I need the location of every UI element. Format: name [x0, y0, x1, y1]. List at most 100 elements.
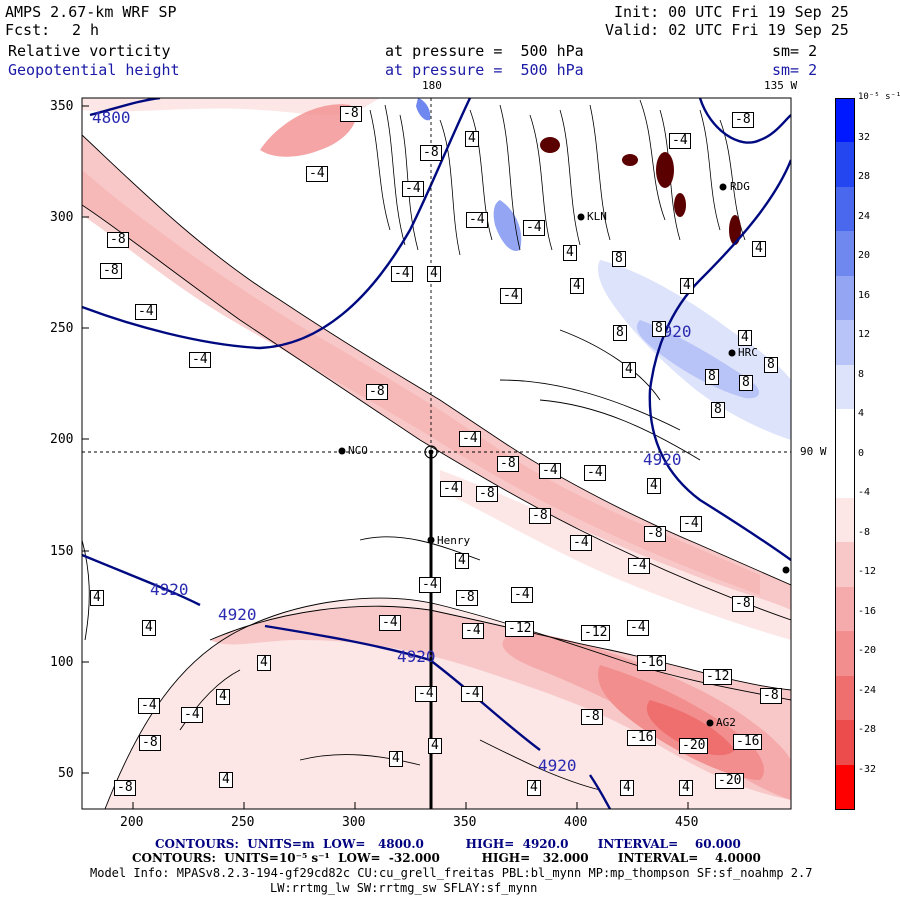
- y-tick-50: 50: [58, 766, 74, 781]
- y-tick-100: 100: [50, 655, 74, 670]
- field1-name: Relative vorticity: [8, 42, 171, 60]
- vort-label: 8: [652, 321, 666, 337]
- vort-label: -4: [459, 431, 481, 447]
- vort-label: 4: [647, 478, 661, 494]
- forecast-value: 2 h: [72, 21, 100, 39]
- colorbar-label: 8: [858, 368, 865, 380]
- vort-label: 4: [219, 772, 233, 788]
- y-tick-200: 200: [50, 432, 74, 447]
- colorbar-label: 0: [858, 447, 865, 459]
- field2-level: at pressure = 500 hPa: [385, 61, 584, 79]
- height-label-4920-b: 4920: [643, 450, 682, 469]
- forecast-label: Fcst:: [5, 21, 51, 39]
- height-label-4920-d: 4920: [218, 605, 257, 624]
- colorbar-label: 20: [858, 250, 871, 261]
- terrain-noise-dark: [540, 137, 741, 245]
- vort-label: 4: [455, 553, 469, 569]
- colorbar-cell: [835, 364, 855, 410]
- colorbar-cell: [835, 497, 855, 543]
- colorbar-label: -12: [858, 566, 877, 577]
- vort-label: -8: [139, 735, 161, 751]
- x-tick-250: 250: [231, 815, 255, 830]
- vort-label: -8: [644, 526, 666, 542]
- vorticity-positive-east: [598, 260, 791, 440]
- colorbar-cell: [835, 98, 855, 144]
- south-pole-dot: [428, 449, 434, 455]
- vort-label: 8: [764, 357, 778, 373]
- vort-label: 4: [465, 131, 479, 147]
- vort-label: -8: [760, 688, 782, 704]
- station-dots: [338, 183, 790, 727]
- colorbar-cell: [835, 142, 855, 187]
- vort-label: -8: [456, 590, 478, 606]
- colorbar-label: 28: [858, 171, 871, 182]
- map-fill-layer: [82, 98, 791, 809]
- vort-label: 8: [711, 402, 725, 418]
- plot-frame: [81, 97, 792, 810]
- contours-vorticity-info: CONTOURS: UNITS=10⁻⁵ s⁻¹ LOW= -32.000 HI…: [132, 851, 761, 865]
- y-tick-350: 350: [50, 99, 74, 114]
- colorbar-cell: [835, 320, 855, 365]
- vort-label: 4: [216, 689, 230, 705]
- vort-label: -8: [732, 112, 754, 128]
- colorbar-cell: [835, 409, 855, 454]
- vort-label: 4: [428, 738, 442, 754]
- vort-label: -4: [628, 558, 650, 574]
- vort-label: -20: [679, 738, 709, 754]
- vort-label: 4: [90, 590, 104, 606]
- colorbar-cell: [835, 231, 855, 276]
- vort-label: -8: [732, 596, 754, 612]
- vort-label: 4: [527, 780, 541, 796]
- colorbar-cell: [835, 453, 855, 498]
- vort-label: 8: [739, 375, 753, 391]
- colorbar-label: 32: [858, 131, 871, 143]
- colorbar-cell: [835, 275, 855, 321]
- station-nco: NCO: [348, 444, 368, 457]
- height-label-4920-c: 4920: [150, 580, 189, 599]
- vort-label: -8: [340, 106, 362, 122]
- field2-smoothing: sm= 2: [772, 61, 818, 79]
- vort-label: -20: [715, 773, 745, 789]
- colorbar-label: -16: [858, 605, 877, 617]
- colorbar-label: -4: [858, 487, 871, 498]
- x-tick-350: 350: [453, 815, 477, 830]
- station-rdg: RDG: [730, 180, 750, 193]
- x-tick-200: 200: [120, 815, 144, 830]
- vort-label: -4: [627, 620, 649, 636]
- vort-label: -4: [539, 463, 561, 479]
- vort-label: 4: [752, 241, 766, 257]
- vorticity-band-south-core: [598, 665, 764, 780]
- model-info-line2: LW:rrtmg_lw SW:rrtmg_sw SFLAY:sf_mynn: [270, 881, 538, 895]
- vort-label: 8: [705, 369, 719, 385]
- vort-label: -8: [366, 384, 388, 400]
- vort-label: -16: [637, 655, 667, 671]
- vort-label: 4: [680, 278, 694, 294]
- vort-label: -8: [100, 263, 122, 279]
- vort-label: -4: [584, 465, 606, 481]
- vort-label: -4: [306, 166, 328, 182]
- vorticity-positive-small: [493, 200, 522, 251]
- vort-label: -8: [476, 486, 498, 502]
- vort-label: 8: [612, 251, 626, 267]
- colorbar-label: 16: [858, 289, 871, 301]
- station-hrc: HRC: [738, 346, 758, 359]
- vorticity-positive-top: [416, 98, 431, 121]
- colorbar-label: 24: [858, 210, 871, 222]
- vort-label: -4: [189, 352, 211, 368]
- vort-label: 8: [613, 325, 627, 341]
- colorbar-label: -28: [858, 724, 877, 735]
- vort-label: 4: [620, 780, 634, 796]
- init-time: Init: 00 UTC Fri 19 Sep 25: [614, 3, 849, 21]
- vorticity-band-north-outer: [82, 135, 791, 620]
- vort-label: -8: [529, 508, 551, 524]
- y-tick-250: 250: [50, 321, 74, 336]
- height-label-4920-f: 4920: [538, 756, 577, 775]
- station-henry: Henry: [437, 534, 471, 547]
- colorbar-cell: [835, 586, 855, 632]
- colorbar-cell: [835, 631, 855, 676]
- vort-label: -4: [466, 212, 488, 228]
- colorbar-label: -8: [858, 526, 871, 538]
- vort-label: -8: [420, 145, 442, 161]
- vort-label: -4: [462, 623, 484, 639]
- field1-smoothing: sm= 2: [772, 42, 818, 60]
